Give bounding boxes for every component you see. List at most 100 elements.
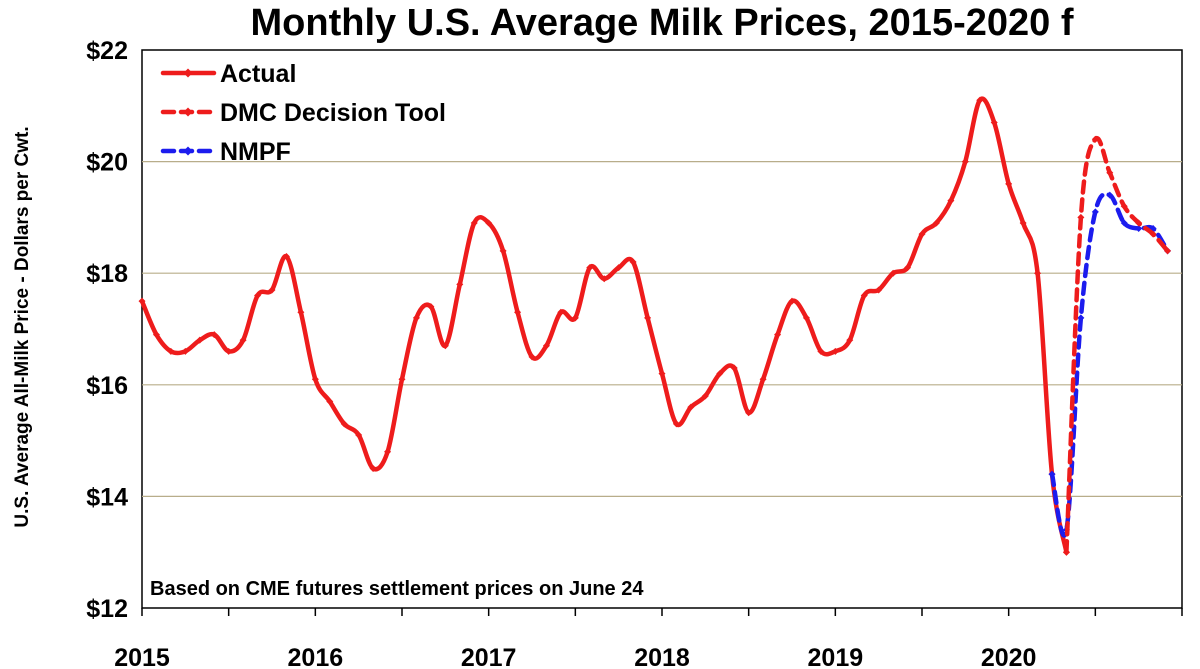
legend-marker-nmpf — [183, 146, 193, 156]
data-point-actual — [167, 347, 175, 355]
x-tick-label: 2019 — [808, 644, 864, 669]
data-point-actual — [384, 448, 392, 456]
data-point-dmc-decision-tool — [1077, 213, 1085, 221]
data-point-actual — [571, 314, 579, 322]
data-point-actual — [181, 347, 189, 355]
data-point-actual — [268, 286, 276, 294]
data-point-actual — [774, 331, 782, 339]
y-tick-label: $18 — [86, 260, 128, 288]
data-point-actual — [196, 336, 204, 344]
data-point-actual — [860, 292, 868, 300]
data-point-actual — [672, 420, 680, 428]
data-point-actual — [1034, 269, 1042, 277]
data-point-actual — [326, 398, 334, 406]
axes: $12 $14 $16 $18 $20 $22 2015 2016 2017 2018 2019 20… — [86, 37, 1183, 669]
x-tick-label: 2015 — [114, 644, 170, 669]
data-point-nmpf — [1135, 225, 1143, 233]
data-point-actual — [1005, 180, 1013, 188]
data-point-actual — [961, 158, 969, 166]
annotation-note: Based on CME futures settlement prices o… — [150, 578, 644, 600]
data-point-actual — [831, 347, 839, 355]
data-point-actual — [788, 297, 796, 305]
data-point-actual — [1019, 219, 1027, 227]
y-tick-label: $20 — [86, 149, 128, 177]
legend-label-actual: Actual — [220, 60, 296, 88]
data-point-actual — [904, 264, 912, 272]
data-point-actual — [282, 252, 290, 260]
data-point-actual — [441, 342, 449, 350]
data-point-actual — [629, 258, 637, 266]
series — [138, 96, 1172, 556]
data-point-actual — [759, 375, 767, 383]
data-point-actual — [875, 286, 883, 294]
data-point-dmc-decision-tool — [1091, 135, 1099, 143]
legend-label-dmc-decision-tool: DMC Decision Tool — [220, 99, 446, 127]
chart-title: Monthly U.S. Average Milk Prices, 2015-2… — [251, 2, 1074, 44]
data-point-actual — [152, 331, 160, 339]
data-point-actual — [615, 264, 623, 272]
data-point-dmc-decision-tool — [1149, 230, 1157, 238]
data-point-actual — [311, 375, 319, 383]
legend-label-nmpf: NMPF — [220, 138, 291, 166]
y-tick-label: $16 — [86, 372, 128, 400]
data-point-actual — [658, 370, 666, 378]
plot-area — [141, 49, 1183, 609]
y-tick-label: $12 — [86, 595, 128, 623]
data-point-actual — [586, 264, 594, 272]
data-point-actual — [932, 219, 940, 227]
data-point-actual — [355, 431, 363, 439]
data-point-dmc-decision-tool — [1135, 219, 1143, 227]
data-point-nmpf — [1077, 314, 1085, 322]
y-axis-label: U.S. Average All-Milk Price - Dollars pe… — [12, 126, 33, 527]
data-point-actual — [340, 420, 348, 428]
data-point-actual — [947, 197, 955, 205]
data-point-actual — [557, 308, 565, 316]
data-point-actual — [528, 353, 536, 361]
data-point-actual — [687, 403, 695, 411]
data-point-actual — [427, 303, 435, 311]
y-tick-label: $22 — [86, 37, 128, 65]
data-point-actual — [210, 331, 218, 339]
data-point-dmc-decision-tool — [1106, 169, 1114, 177]
data-point-actual — [817, 347, 825, 355]
data-point-actual — [398, 375, 406, 383]
x-tick-label: 2016 — [288, 644, 344, 669]
data-point-actual — [369, 465, 377, 472]
y-tick-label: $14 — [86, 483, 128, 511]
legend: Actual DMC Decision Tool NMPF — [160, 60, 446, 166]
data-point-actual — [499, 247, 507, 255]
x-tick-label: 2018 — [634, 644, 690, 669]
data-point-nmpf — [1048, 470, 1056, 478]
x-tick-label: 2017 — [461, 644, 517, 669]
data-point-nmpf — [1091, 208, 1099, 216]
data-point-actual — [918, 230, 926, 238]
data-point-actual — [600, 275, 608, 283]
data-point-dmc-decision-tool — [1120, 202, 1128, 210]
data-point-actual — [701, 392, 709, 400]
data-point-actual — [730, 364, 738, 372]
data-point-actual — [802, 314, 810, 322]
data-point-actual — [990, 119, 998, 127]
data-point-actual — [716, 370, 724, 378]
data-point-actual — [239, 336, 247, 344]
data-point-actual — [138, 297, 146, 305]
data-point-actual — [542, 342, 550, 350]
data-point-nmpf — [1106, 191, 1114, 199]
data-point-actual — [412, 314, 420, 322]
data-point-actual — [297, 308, 305, 316]
data-point-actual — [514, 308, 522, 316]
data-point-dmc-decision-tool — [1164, 247, 1172, 255]
data-point-actual — [225, 347, 233, 355]
data-point-nmpf — [1120, 219, 1128, 227]
data-point-actual — [846, 336, 854, 344]
x-tick-label: 2020 — [981, 644, 1037, 669]
data-point-actual — [745, 409, 753, 417]
data-point-actual — [456, 280, 464, 288]
legend-marker-dmc-decision-tool — [183, 107, 193, 117]
data-point-actual — [470, 219, 478, 227]
data-point-actual — [644, 314, 652, 322]
data-point-actual — [976, 96, 984, 104]
data-point-actual — [889, 269, 897, 277]
data-point-dmc-decision-tool — [1062, 548, 1070, 556]
